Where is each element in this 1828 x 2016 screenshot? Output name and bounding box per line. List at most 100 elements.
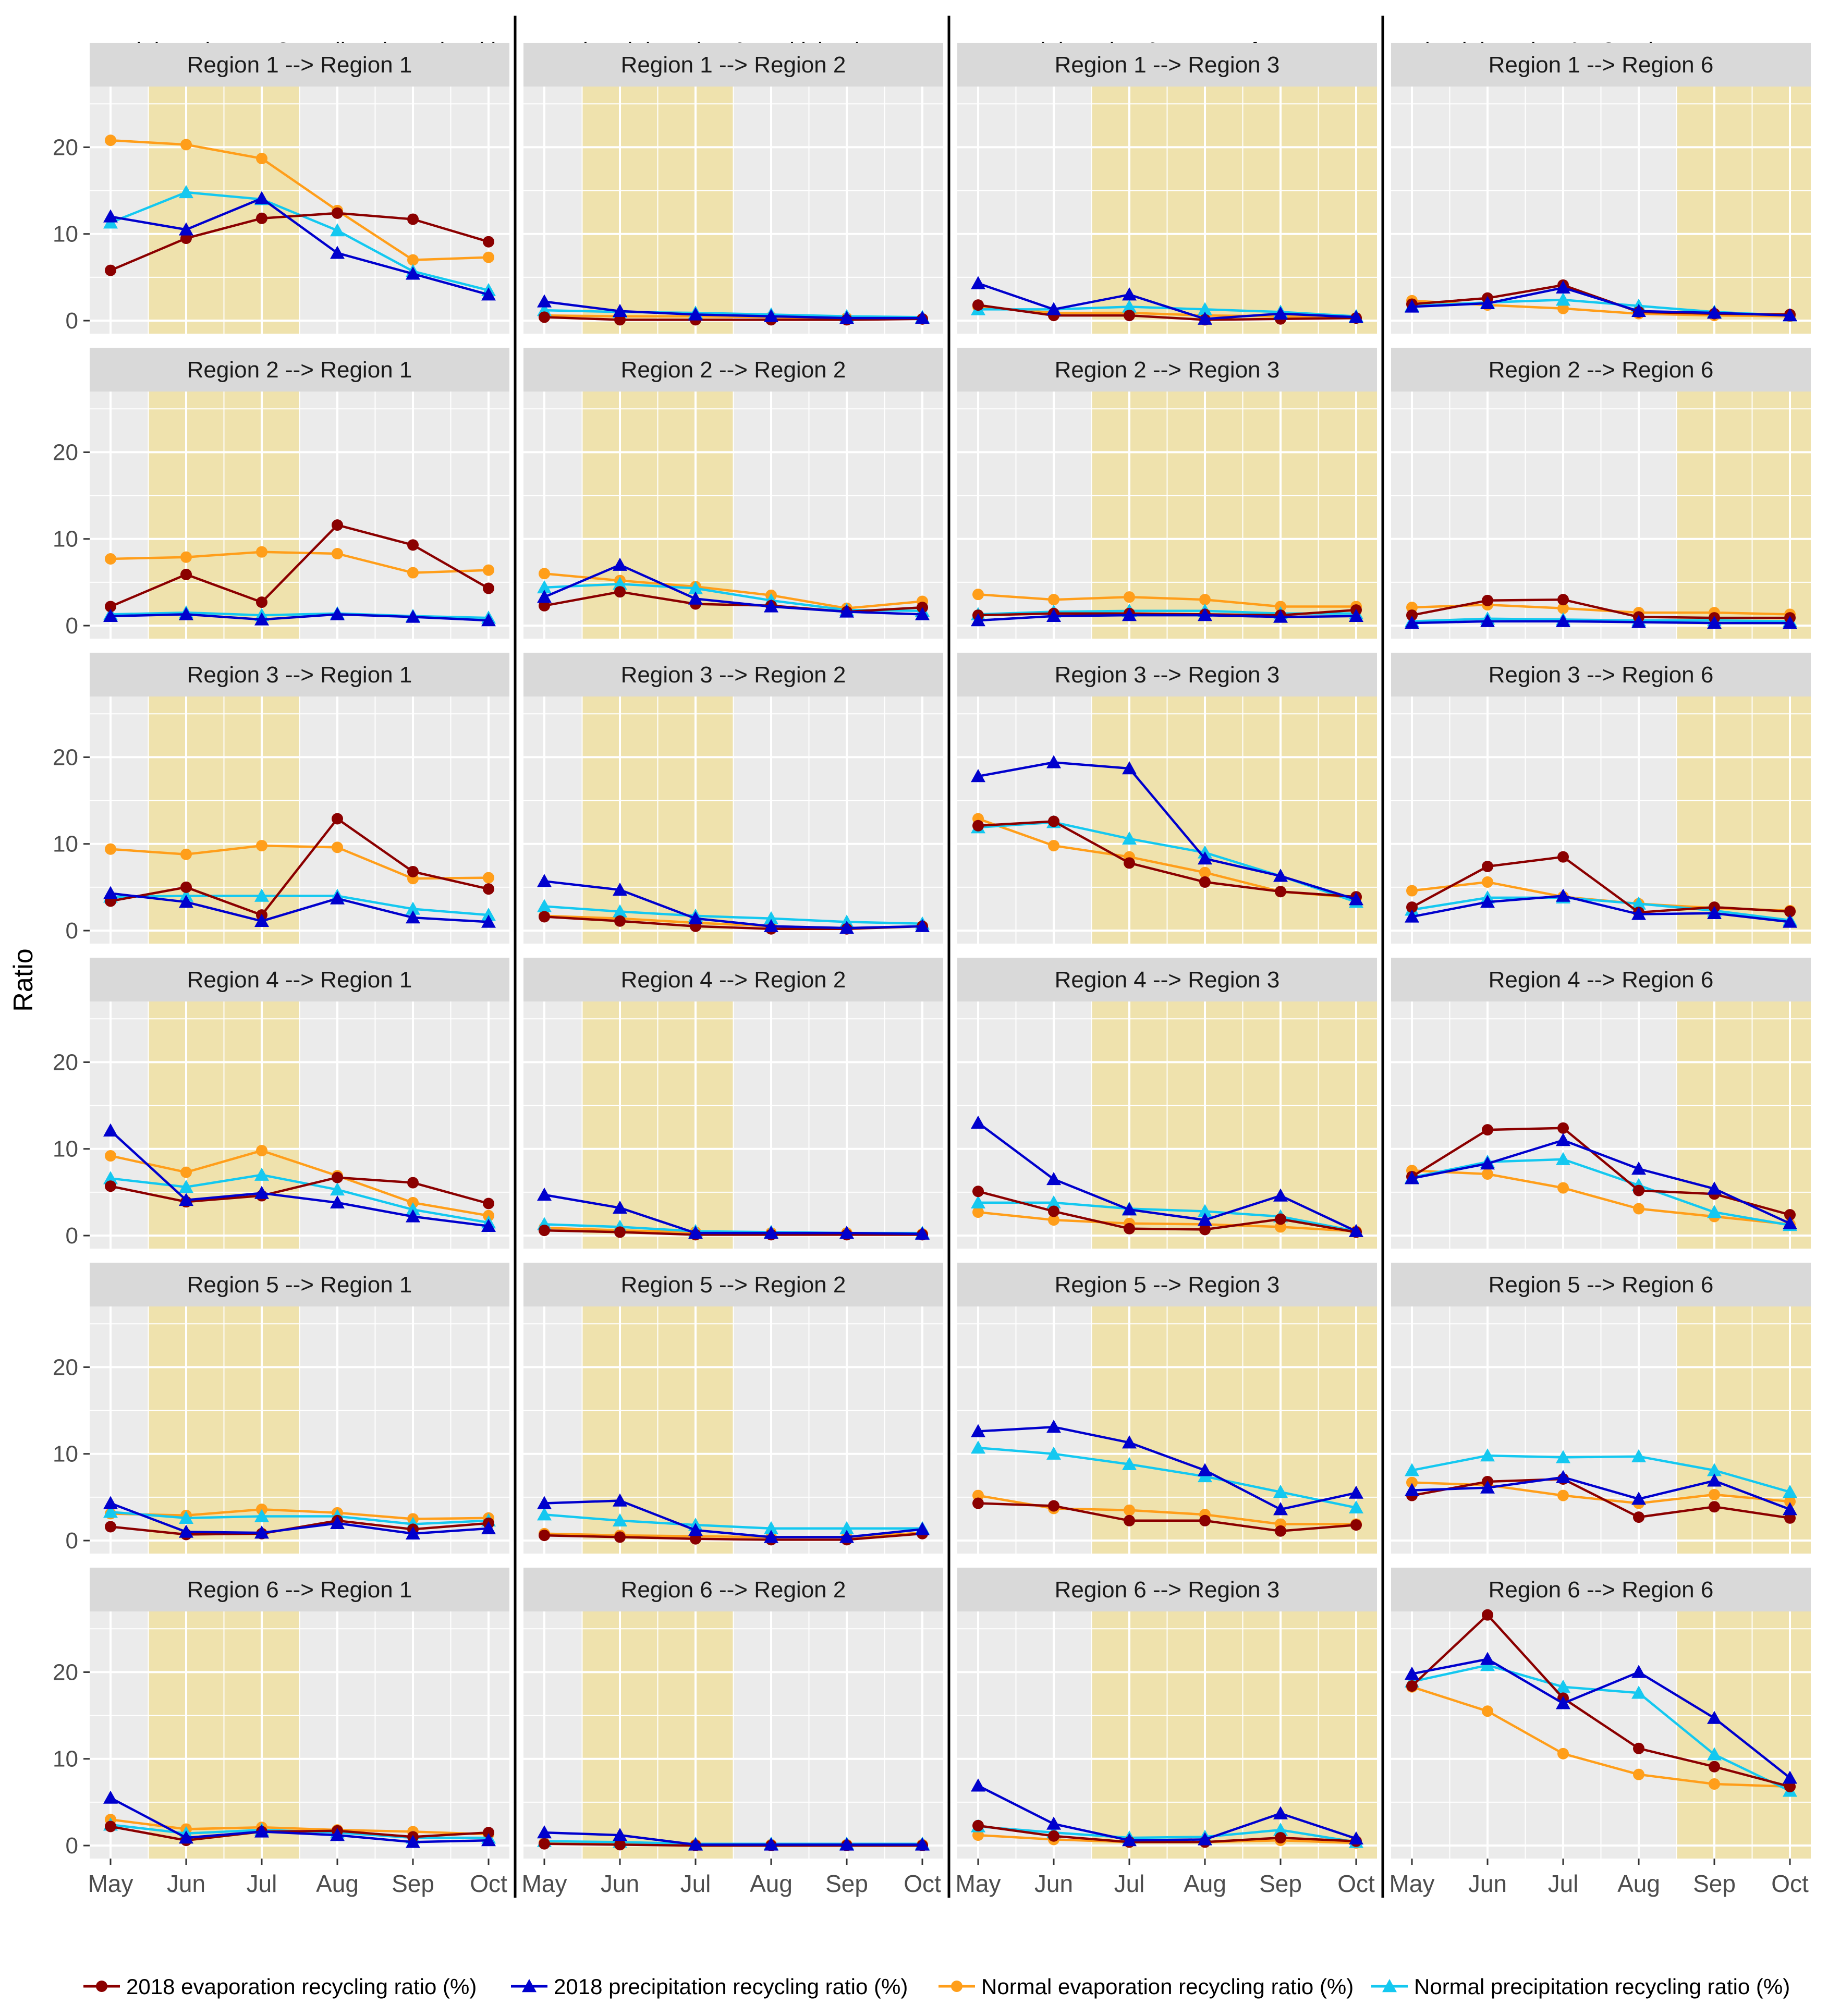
data-point-prec2018 [1783, 1216, 1797, 1229]
data-point-precNormal [103, 1505, 118, 1518]
data-point-evapNormal [1557, 1182, 1569, 1194]
data-point-prec2018 [613, 1200, 627, 1214]
data-point-evapNormal [539, 568, 550, 580]
data-point-precNormal [1122, 299, 1137, 313]
data-point-evap2018 [483, 582, 494, 594]
facet-strip-label: Region 3 --> Region 2 [621, 662, 846, 688]
facet-panel: Region 2 --> Region 2 [523, 348, 943, 639]
data-point-evapNormal [1557, 1748, 1569, 1760]
data-point-evap2018 [332, 813, 343, 825]
data-point-prec2018 [1480, 1156, 1495, 1170]
facet-strip [90, 1568, 509, 1611]
facet-strip-label: Region 6 --> Region 3 [1055, 1577, 1280, 1603]
series-line-evap2018 [110, 817, 489, 917]
facet-strip-label: Region 3 --> Region 3 [1055, 662, 1280, 688]
series-line-evap2018 [978, 303, 1357, 321]
series-line-prec2018 [544, 564, 923, 616]
data-point-prec2018 [406, 910, 420, 924]
data-point-precNormal [971, 1440, 985, 1454]
facet-strip-label: Region 1 --> Region 3 [1055, 52, 1280, 78]
facet-strip [90, 958, 509, 1001]
data-point-prec2018 [764, 1226, 778, 1239]
series-line-precNormal [1411, 617, 1790, 622]
data-point-evap2018 [1048, 1205, 1059, 1217]
x-tick-label: Sep [1693, 1870, 1736, 1897]
series-line-evap2018 [1411, 856, 1790, 914]
series-line-evap2018 [978, 1502, 1357, 1533]
facet-strip [90, 1263, 509, 1306]
data-point-prec2018 [406, 266, 420, 280]
series-line-prec2018 [1411, 286, 1790, 317]
facet-panel: Region 6 --> Region 2 [523, 1568, 943, 1859]
series-line-precNormal [544, 905, 923, 925]
data-point-prec2018 [1707, 616, 1722, 629]
data-point-prec2018 [1046, 302, 1061, 315]
data-point-evapNormal [1633, 1203, 1644, 1215]
data-point-prec2018 [254, 1824, 269, 1838]
facet-panel: Region 3 --> Region 2 [523, 653, 943, 944]
facet-strip [957, 958, 1377, 1001]
data-point-evapNormal [1199, 594, 1211, 606]
data-point-prec2018 [688, 1837, 703, 1851]
data-point-prec2018 [1631, 615, 1646, 628]
data-point-prec2018 [179, 607, 193, 620]
y-tick-label: 0 [66, 1223, 78, 1249]
data-point-evapNormal [1784, 1496, 1796, 1508]
data-point-evap2018 [1482, 594, 1493, 606]
data-point-evapNormal [1048, 840, 1059, 852]
facet-strip [523, 1568, 943, 1611]
data-point-prec2018 [1122, 1202, 1137, 1216]
y-tick-label: 10 [53, 1137, 78, 1162]
series-line-evapNormal [110, 551, 489, 574]
data-point-precNormal [1631, 896, 1646, 910]
data-point-evapNormal [1482, 1705, 1493, 1717]
data-point-evap2018 [180, 568, 192, 580]
series-line-precNormal [110, 1510, 489, 1525]
data-point-evap2018 [332, 207, 343, 219]
series-line-prec2018 [1411, 895, 1790, 923]
heatwave-shade [1676, 697, 1811, 944]
data-point-evap2018 [1482, 860, 1493, 872]
data-point-evap2018 [1633, 1184, 1644, 1196]
data-point-precNormal [537, 580, 552, 594]
data-point-prec2018 [1046, 608, 1061, 622]
data-point-evap2018 [1406, 901, 1418, 913]
facet-panel: Region 1 --> Region 2 [523, 43, 943, 334]
y-tick-label: 20 [53, 135, 78, 160]
data-point-prec2018 [1122, 1833, 1137, 1847]
facet-strip-label: Region 4 --> Region 6 [1489, 967, 1714, 993]
data-point-evapNormal [256, 840, 267, 852]
data-point-prec2018 [1349, 1831, 1363, 1844]
x-tick-label: Sep [1259, 1870, 1302, 1897]
data-point-evapNormal [332, 841, 343, 853]
data-point-prec2018 [1273, 1806, 1288, 1819]
legend-label: Normal evaporation recycling ratio (%) [981, 1974, 1354, 1999]
data-point-evapNormal [407, 567, 419, 579]
facet-strip-label: Region 4 --> Region 2 [621, 967, 846, 993]
data-point-evapNormal [1482, 876, 1493, 888]
data-point-prec2018 [330, 246, 345, 259]
series-line-evap2018 [978, 820, 1357, 898]
data-point-precNormal [1707, 1205, 1722, 1218]
series-line-precNormal [544, 1513, 922, 1530]
data-point-evap2018 [539, 911, 550, 923]
data-point-prec2018 [688, 591, 703, 605]
legend-label: Normal precipitation recycling ratio (%) [1414, 1974, 1790, 1999]
series-line-evap2018 [110, 212, 489, 272]
data-point-evapNormal [483, 251, 494, 263]
facet-strip [957, 1263, 1377, 1306]
facet-panel: Region 2 --> Region 1 [90, 348, 509, 639]
data-point-evap2018 [1557, 851, 1569, 863]
data-point-prec2018 [971, 1778, 985, 1792]
data-point-prec2018 [1480, 614, 1495, 627]
series-line-precNormal [544, 309, 923, 319]
series-line-prec2018 [110, 613, 489, 622]
data-point-prec2018 [481, 1218, 496, 1232]
data-point-evap2018 [1048, 1500, 1059, 1512]
data-point-prec2018 [613, 1828, 627, 1841]
data-point-evap2018 [1048, 815, 1059, 827]
series-line-evapNormal [110, 1149, 489, 1217]
data-point-prec2018 [1783, 616, 1797, 629]
data-point-precNormal [1480, 1448, 1495, 1462]
data-point-precNormal [1556, 292, 1570, 306]
